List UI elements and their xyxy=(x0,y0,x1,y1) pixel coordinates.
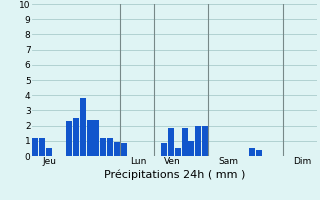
Bar xyxy=(107,138,113,156)
Bar xyxy=(46,148,52,156)
Bar xyxy=(202,126,208,156)
Bar xyxy=(121,143,127,156)
Bar xyxy=(249,148,255,156)
Bar xyxy=(188,141,195,156)
Bar xyxy=(114,142,120,156)
X-axis label: Précipitations 24h ( mm ): Précipitations 24h ( mm ) xyxy=(104,169,245,180)
Bar xyxy=(175,148,181,156)
Bar xyxy=(93,120,100,156)
Bar xyxy=(66,121,72,156)
Bar xyxy=(161,143,167,156)
Bar xyxy=(32,138,38,156)
Bar xyxy=(100,138,106,156)
Bar xyxy=(195,126,201,156)
Bar xyxy=(256,150,262,156)
Bar xyxy=(168,128,174,156)
Bar xyxy=(39,138,45,156)
Bar xyxy=(80,98,86,156)
Bar xyxy=(73,118,79,156)
Bar xyxy=(181,128,188,156)
Bar xyxy=(87,120,93,156)
